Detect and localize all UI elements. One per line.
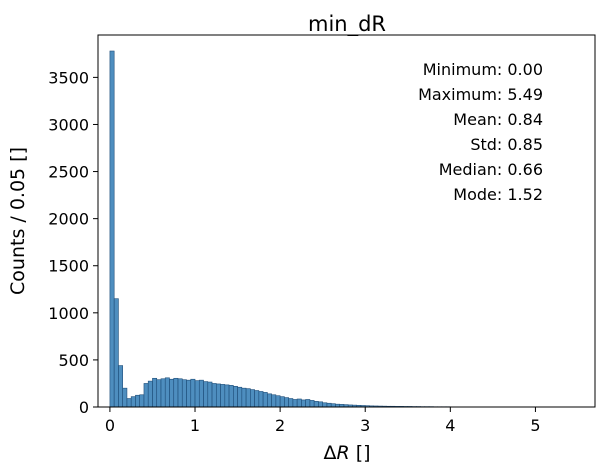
histogram-bar xyxy=(305,399,311,408)
stats-box: Minimum: 0.00 Maximum: 5.49 Mean: 0.84 Std:… xyxy=(418,60,543,204)
stat-std: Std: 0.85 xyxy=(470,135,543,154)
histogram-bar xyxy=(224,384,230,408)
histogram-bar xyxy=(169,378,175,408)
histogram-bar xyxy=(126,398,132,408)
histogram-bar xyxy=(258,391,264,408)
x-tick-label: 5 xyxy=(530,416,540,435)
histogram-bar xyxy=(220,384,226,408)
x-tick-label: 4 xyxy=(445,416,455,435)
histogram-bar xyxy=(207,381,213,408)
histogram-bar xyxy=(109,50,115,408)
x-tick-label: 3 xyxy=(360,416,370,435)
histogram-bar xyxy=(181,379,187,408)
histogram-bar xyxy=(147,380,153,408)
histogram-bar xyxy=(164,377,170,408)
histogram-bar xyxy=(203,381,209,408)
y-axis-ticks: 0 500 1000 1500 2000 2500 3000 3500 xyxy=(48,68,98,417)
histogram-bar xyxy=(292,399,298,408)
histogram-bar xyxy=(190,378,196,408)
histogram-bar xyxy=(113,298,119,408)
y-axis-label: Counts / 0.05 [] xyxy=(7,147,29,295)
x-axis-label: ΔR [] xyxy=(323,442,370,464)
x-tick-label: 0 xyxy=(105,416,115,435)
y-tick-label: 3000 xyxy=(48,115,89,134)
chart-title: min_dR xyxy=(308,12,386,37)
histogram-bar xyxy=(318,401,323,408)
histogram-bar xyxy=(160,378,166,408)
histogram-bar xyxy=(309,400,315,408)
stat-minimum: Minimum: 0.00 xyxy=(423,60,543,79)
y-tick-label: 1500 xyxy=(48,257,89,276)
histogram-bar xyxy=(143,383,149,408)
y-tick-label: 500 xyxy=(58,351,89,370)
y-tick-label: 1000 xyxy=(48,304,89,323)
histogram-bar xyxy=(228,385,234,408)
histogram-bar xyxy=(313,401,319,408)
x-axis-ticks: 0 1 2 3 4 5 xyxy=(105,407,541,435)
histogram-bar xyxy=(118,365,123,408)
x-tick-label: 1 xyxy=(190,416,200,435)
y-tick-label: 2500 xyxy=(48,163,89,182)
stat-median: Median: 0.66 xyxy=(439,160,543,179)
stat-mean: Mean: 0.84 xyxy=(453,110,543,129)
stat-maximum: Maximum: 5.49 xyxy=(418,85,543,104)
histogram-bar xyxy=(156,379,162,408)
histogram-bar xyxy=(296,398,302,408)
histogram-bar xyxy=(215,383,221,408)
histogram-bar xyxy=(284,397,289,408)
histogram-bar xyxy=(241,387,247,408)
histogram-bar xyxy=(322,402,328,408)
histogram-bar xyxy=(177,378,183,408)
histogram-bars xyxy=(109,50,579,408)
histogram-bar xyxy=(135,394,141,408)
histogram-bar xyxy=(245,388,251,408)
histogram-bar xyxy=(250,389,255,408)
histogram-bar xyxy=(152,377,158,408)
histogram-bar xyxy=(139,394,145,408)
histogram-bar xyxy=(326,402,332,408)
histogram-bar xyxy=(254,390,260,408)
histogram-bar xyxy=(301,399,306,408)
histogram-bar xyxy=(173,377,179,408)
histogram-bar xyxy=(267,393,272,408)
histogram-bar xyxy=(288,398,294,408)
stat-mode: Mode: 1.52 xyxy=(453,185,543,204)
histogram-bar xyxy=(271,394,277,408)
histogram-bar xyxy=(233,385,238,408)
histogram-bar xyxy=(211,383,217,408)
histogram-bar xyxy=(262,392,268,408)
histogram-bar xyxy=(186,379,192,408)
y-tick-label: 0 xyxy=(79,398,89,417)
histogram-bar xyxy=(122,387,128,408)
y-tick-label: 3500 xyxy=(48,68,89,87)
histogram-bar xyxy=(130,396,136,408)
x-tick-label: 2 xyxy=(275,416,285,435)
histogram-bar xyxy=(275,395,281,408)
histogram-bar xyxy=(237,386,243,408)
plot-frame xyxy=(97,34,596,408)
histogram-bar xyxy=(198,379,204,408)
histogram-bar xyxy=(194,380,200,408)
histogram-bar xyxy=(279,396,285,408)
y-tick-label: 2000 xyxy=(48,210,89,229)
